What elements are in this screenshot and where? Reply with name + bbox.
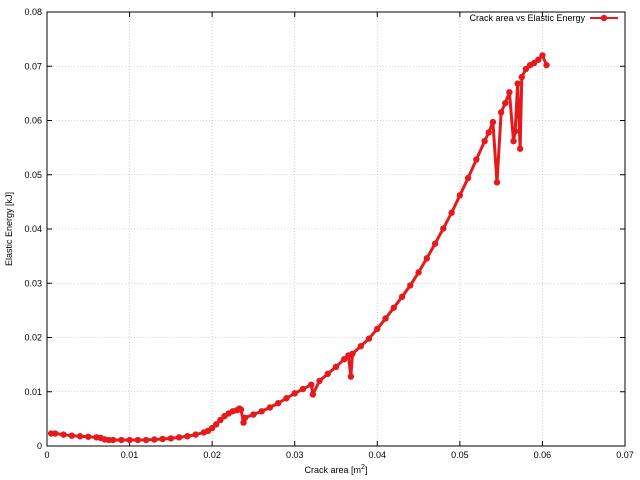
x-tick-label: 0.03 [286, 450, 304, 460]
y-tick-label: 0.06 [24, 116, 42, 126]
data-point [390, 304, 397, 311]
x-tick-label: 0.05 [451, 450, 469, 460]
data-point [382, 315, 389, 322]
data-point [68, 432, 75, 439]
data-point [514, 80, 521, 87]
data-point [240, 419, 247, 426]
grid [47, 12, 625, 446]
data-point [208, 424, 216, 432]
data-point [423, 255, 431, 262]
data-point [134, 436, 142, 444]
data-point [349, 350, 356, 357]
data-point [456, 192, 464, 199]
data-point [357, 342, 364, 350]
series-line [49, 53, 549, 442]
data-point [217, 416, 224, 424]
data-point [493, 179, 501, 186]
legend-marker [600, 14, 608, 22]
y-tick-label: 0.05 [24, 170, 42, 180]
data-point [213, 421, 220, 428]
data-point [308, 381, 315, 388]
y-tick-label: 0.07 [24, 61, 42, 71]
legend: Crack area vs Elastic Energy [469, 13, 618, 23]
x-tick-label: 0.06 [534, 450, 552, 460]
data-point [291, 390, 298, 397]
data-point [266, 404, 274, 411]
data-point [76, 433, 84, 440]
x-tick-label: 0 [44, 450, 49, 460]
data-point [473, 156, 480, 163]
data-point [60, 431, 67, 438]
y-tick-label: 0.04 [24, 224, 42, 234]
x-axis-label-sup: 2 [361, 464, 365, 471]
data-point [118, 436, 125, 444]
data-point [85, 433, 92, 440]
data-point [324, 370, 331, 378]
data-point [316, 377, 323, 385]
x-axis-label-end: ] [365, 465, 368, 475]
x-axis-label-main: Crack area [m [305, 465, 362, 475]
data-point [175, 434, 183, 441]
data-point [485, 129, 492, 136]
data-point [543, 61, 550, 69]
ticks: 0 0.01 0.02 0.03 0.04 0.05 0.06 0.07 0 0.01 0.02 0.… [24, 7, 633, 460]
data-point [415, 269, 422, 276]
x-axis-label: Crack area [m2] [305, 464, 368, 475]
data-point [539, 52, 546, 59]
data-point [275, 399, 282, 407]
y-tick-label: 0.02 [24, 333, 42, 343]
data-point [506, 89, 513, 96]
y-tick-label: 0 [37, 441, 42, 451]
y-axis-label: Elastic Energy [kJ] [4, 192, 14, 266]
data-point [151, 436, 158, 443]
data-point [341, 356, 348, 363]
y-tick-label: 0.08 [24, 7, 42, 17]
data-point [448, 209, 455, 216]
series-group [47, 52, 550, 444]
data-point [332, 363, 340, 370]
data-point [309, 391, 317, 398]
data-point [481, 137, 488, 145]
data-point [497, 109, 505, 116]
data-point [407, 282, 414, 289]
data-point [374, 325, 381, 333]
data-point [283, 395, 290, 402]
legend-label: Crack area vs Elastic Energy [469, 13, 585, 23]
data-point [258, 408, 265, 415]
data-point [142, 436, 150, 444]
data-point [184, 433, 191, 440]
data-point [237, 406, 245, 413]
data-point [511, 128, 519, 135]
data-point [510, 137, 517, 145]
data-point [440, 225, 447, 232]
data-point [516, 145, 524, 152]
data-point [522, 65, 530, 73]
x-tick-label: 0.04 [369, 450, 387, 460]
data-point [535, 56, 542, 63]
data-point [126, 436, 133, 444]
data-point [109, 436, 117, 444]
data-point [347, 373, 355, 380]
data-point [159, 435, 166, 443]
data-point [365, 335, 373, 342]
data-point [398, 293, 406, 301]
y-tick-label: 0.01 [24, 387, 42, 397]
data-point [167, 435, 175, 442]
data-point [241, 414, 249, 421]
data-point [192, 431, 199, 438]
data-point [502, 99, 509, 107]
y-tick-label: 0.03 [24, 278, 42, 288]
data-point [431, 240, 439, 247]
data-point [464, 174, 472, 182]
data-point [250, 411, 257, 418]
x-tick-label: 0.02 [203, 450, 221, 460]
x-tick-label: 0.01 [121, 450, 139, 460]
data-point [518, 73, 525, 81]
x-tick-label: 0.07 [616, 450, 634, 460]
data-point [299, 385, 307, 393]
data-point [489, 118, 497, 126]
data-point [52, 430, 59, 437]
